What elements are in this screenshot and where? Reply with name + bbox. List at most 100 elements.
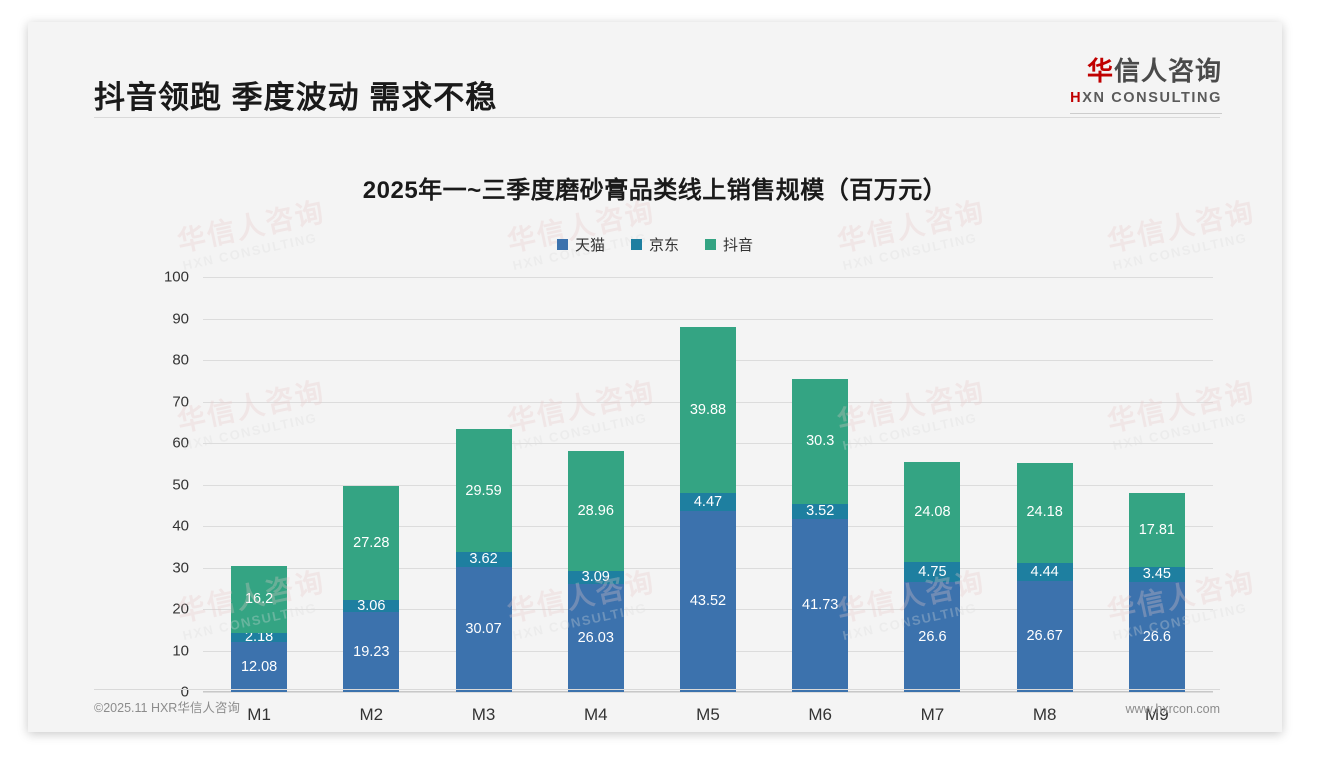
x-axis-tick-label: M2 bbox=[359, 705, 384, 724]
bar-value-label: 3.52 bbox=[806, 504, 835, 519]
y-axis-tick-label: 70 bbox=[172, 393, 189, 410]
bar-value-label: 19.23 bbox=[353, 643, 390, 660]
stacked-bar[interactable]: 26.6 3.45 17.81 bbox=[1128, 493, 1185, 692]
stacked-bar[interactable]: 12.08 2.18 16.2 bbox=[231, 565, 288, 692]
stacked-bar[interactable]: 43.52 4.47 39.88 bbox=[679, 327, 736, 692]
bar-value-label: 3.09 bbox=[581, 571, 610, 584]
slide-canvas: 华信人咨询 HXN CONSULTING 华信人咨询 HXN CONSULTING 华信… bbox=[28, 22, 1282, 732]
bar-segment[interactable]: 24.18 bbox=[1016, 462, 1073, 563]
bar-segment[interactable]: 43.52 bbox=[679, 511, 736, 692]
bar-segment[interactable]: 3.06 bbox=[343, 599, 400, 613]
bar-value-label: 26.6 bbox=[918, 628, 947, 645]
footer-copyright: ©2025.11 HXR华信人咨询 bbox=[94, 701, 240, 715]
y-axis-tick-label: 40 bbox=[172, 517, 189, 535]
stacked-bar[interactable]: 41.73 3.52 30.3 bbox=[792, 378, 849, 692]
x-axis-tick-label: M8 bbox=[1032, 705, 1057, 724]
bar-segment[interactable]: 26.6 bbox=[904, 581, 961, 692]
y-axis-tick-label: 0 bbox=[180, 683, 189, 701]
bar-segment[interactable]: 12.08 bbox=[231, 641, 288, 692]
bar-segment[interactable]: 39.88 bbox=[679, 327, 736, 493]
bar-value-label: 30.3 bbox=[806, 433, 835, 450]
bar-value-label: 3.06 bbox=[357, 599, 386, 613]
bar-segment[interactable]: 26.6 bbox=[1128, 581, 1185, 692]
bar-segment[interactable]: 4.75 bbox=[904, 561, 961, 582]
bar-segment[interactable]: 3.45 bbox=[1128, 567, 1185, 582]
x-axis-tick-label: M6 bbox=[808, 705, 833, 724]
bar-value-label: 26.67 bbox=[1026, 628, 1063, 645]
bar-slot: 43.52 4.47 39.88 M5 bbox=[652, 277, 764, 724]
logo-chinese: 华信人咨询 bbox=[1070, 58, 1222, 84]
legend-item[interactable]: 抖音 bbox=[705, 234, 753, 255]
bar-value-label: 12.08 bbox=[240, 658, 278, 675]
legend-label: 天猫 bbox=[574, 237, 605, 254]
bar-slot: 26.6 3.45 17.81 M9 bbox=[1101, 277, 1213, 724]
bar-value-label: 4.44 bbox=[1030, 563, 1059, 580]
bar-segment[interactable]: 28.96 bbox=[567, 451, 624, 572]
logo-english-accent: H bbox=[1070, 90, 1083, 106]
bar-value-label: 41.73 bbox=[802, 597, 839, 614]
chart-title: 2025年一~三季度磨砂膏品类线上销售规模（百万元） bbox=[362, 177, 948, 204]
bar-value-label: 3.45 bbox=[1142, 567, 1171, 582]
legend-item[interactable]: 京东 bbox=[630, 234, 679, 255]
bar-slot: 19.23 3.06 27.28 M2 bbox=[315, 277, 427, 724]
bar-segment[interactable]: 3.52 bbox=[792, 504, 849, 519]
bar-group: 12.08 2.18 16.2 M1 19.23 3.06 27.28 M2 30.07 3.62… bbox=[203, 277, 1213, 724]
bar-value-label: 29.59 bbox=[465, 482, 502, 499]
bar-value-label: 4.47 bbox=[693, 493, 723, 510]
y-axis-tick-label: 50 bbox=[172, 476, 189, 493]
bar-value-label: 39.88 bbox=[689, 401, 727, 418]
bar-segment[interactable]: 2.18 bbox=[231, 632, 288, 642]
bar-segment[interactable]: 4.47 bbox=[679, 492, 736, 512]
bar-segment[interactable]: 26.67 bbox=[1016, 581, 1073, 692]
bar-value-label: 16.2 bbox=[244, 590, 274, 607]
bar-segment[interactable]: 4.44 bbox=[1016, 562, 1073, 582]
bar-segment[interactable]: 3.09 bbox=[567, 571, 624, 584]
bar-value-label: 24.08 bbox=[914, 503, 951, 520]
legend-swatch-icon bbox=[705, 239, 716, 250]
bar-slot: 26.67 4.44 24.18 M8 bbox=[989, 277, 1101, 724]
bar-segment[interactable]: 16.2 bbox=[231, 565, 288, 633]
bar-segment[interactable]: 19.23 bbox=[343, 612, 400, 692]
bar-value-label: 24.18 bbox=[1026, 504, 1063, 521]
legend-label: 京东 bbox=[648, 237, 679, 254]
bar-value-label: 43.52 bbox=[689, 593, 727, 610]
bar-slot: 12.08 2.18 16.2 M1 bbox=[203, 277, 315, 724]
y-axis-tick-label: 10 bbox=[172, 642, 189, 659]
bar-value-label: 2.18 bbox=[244, 632, 274, 642]
y-axis-tick-label: 100 bbox=[163, 268, 189, 286]
y-axis-tick-label: 90 bbox=[172, 310, 189, 327]
stacked-bar[interactable]: 26.67 4.44 24.18 bbox=[1016, 462, 1073, 692]
stacked-bar[interactable]: 30.07 3.62 29.59 bbox=[455, 429, 512, 692]
y-axis-tick-label: 60 bbox=[172, 434, 189, 452]
y-axis-tick-label: 80 bbox=[172, 351, 189, 369]
bar-segment[interactable]: 26.03 bbox=[567, 583, 624, 692]
gridline: 0 bbox=[181, 684, 1213, 701]
bar-segment[interactable]: 30.3 bbox=[792, 378, 849, 505]
x-axis-tick-label: M5 bbox=[696, 705, 720, 724]
bar-value-label: 27.28 bbox=[353, 534, 390, 551]
bar-value-label: 26.6 bbox=[1142, 628, 1171, 645]
chart-plot-area: 100 90 80 70 60 50 40 30 20 10 0 12.08 2.18 16.2 M1 19.… bbox=[164, 269, 1213, 724]
stacked-bar[interactable]: 26.6 4.75 24.08 bbox=[904, 462, 961, 692]
bar-segment[interactable]: 24.08 bbox=[904, 462, 961, 562]
bar-value-label: 3.62 bbox=[469, 552, 498, 568]
logo-chinese-accent: 华 bbox=[1086, 56, 1114, 86]
bar-slot: 41.73 3.52 30.3 M6 bbox=[764, 277, 876, 724]
bar-segment[interactable]: 17.81 bbox=[1128, 493, 1185, 568]
bar-segment[interactable]: 30.07 bbox=[455, 567, 512, 692]
footer-website[interactable]: www.hxrcon.com bbox=[1125, 702, 1220, 716]
stacked-bar[interactable]: 19.23 3.06 27.28 bbox=[343, 486, 400, 692]
y-axis-tick-label: 30 bbox=[172, 559, 189, 576]
footer-divider bbox=[94, 689, 1220, 690]
stacked-bar[interactable]: 26.03 3.09 28.96 bbox=[567, 451, 624, 692]
bar-segment[interactable]: 3.62 bbox=[455, 552, 512, 568]
bar-value-label: 30.07 bbox=[465, 621, 502, 638]
bar-segment[interactable]: 27.28 bbox=[343, 486, 400, 600]
x-axis-tick-label: M7 bbox=[920, 705, 945, 724]
x-axis-tick-label: M3 bbox=[471, 705, 496, 724]
bar-slot: 26.6 4.75 24.08 M7 bbox=[876, 277, 988, 724]
legend-item[interactable]: 天猫 bbox=[556, 234, 605, 255]
logo-english: HXN CONSULTING bbox=[1070, 91, 1222, 106]
bar-segment[interactable]: 41.73 bbox=[792, 518, 849, 692]
bar-segment[interactable]: 29.59 bbox=[455, 429, 512, 553]
